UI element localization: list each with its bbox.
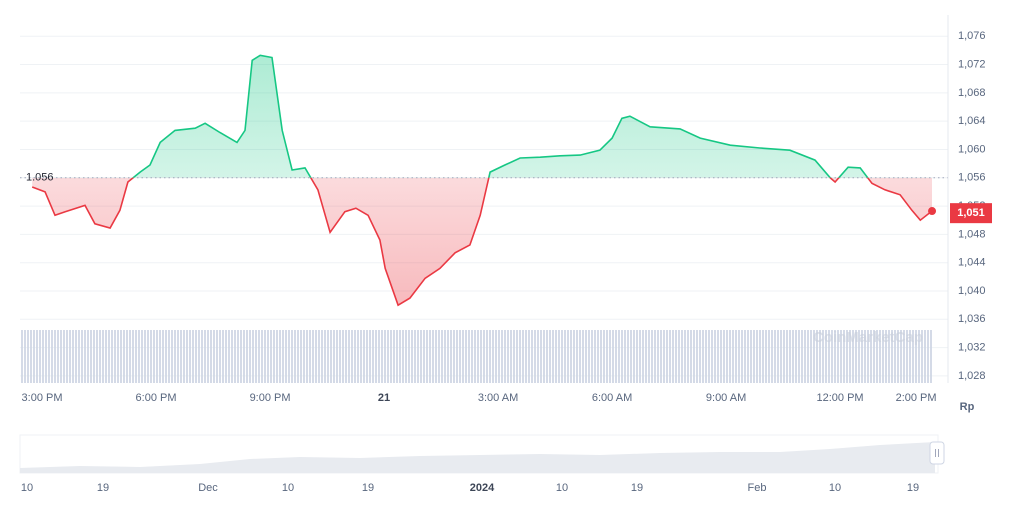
area-down xyxy=(32,177,932,306)
x-tick-label: 2:00 PM xyxy=(896,392,937,404)
y-tick-label: 1,040 xyxy=(958,285,986,297)
y-tick-label: 1,072 xyxy=(958,58,986,70)
x-tick-label: 9:00 AM xyxy=(706,392,746,404)
navigator-label: 19 xyxy=(631,482,643,494)
y-tick-label: 1,032 xyxy=(958,342,986,354)
price-line-up xyxy=(131,54,869,178)
navigator-label: 10 xyxy=(556,482,568,494)
x-tick-label: 3:00 PM xyxy=(22,392,63,404)
navigator-handle[interactable] xyxy=(929,441,945,465)
navigator-label: Dec xyxy=(198,482,218,494)
y-tick-label: 1,048 xyxy=(958,228,986,240)
x-tick-label: 3:00 AM xyxy=(478,392,518,404)
navigator-label: 19 xyxy=(907,482,919,494)
x-tick-label: 6:00 AM xyxy=(592,392,632,404)
watermark: CoinMarketCap xyxy=(813,329,923,346)
current-price-box xyxy=(950,203,992,224)
price-line-down xyxy=(31,177,933,307)
x-tick-label: 9:00 PM xyxy=(250,392,291,404)
navigator-label: 10 xyxy=(829,482,841,494)
y-tick-label: 1,068 xyxy=(958,87,986,99)
navigator-label: 19 xyxy=(97,482,109,494)
y-tick-label: 1,028 xyxy=(958,370,986,382)
baseline-label: 1.056 xyxy=(26,172,54,184)
y-tick-label: 1,076 xyxy=(958,30,986,42)
volume-bars xyxy=(20,330,932,383)
navigator-label: Feb xyxy=(748,482,767,494)
y-axis-label: Rp xyxy=(960,401,975,413)
navigator-label: 10 xyxy=(21,482,33,494)
navigator-area xyxy=(20,442,935,473)
navigator-label: 10 xyxy=(282,482,294,494)
y-tick-label: 1,064 xyxy=(958,115,986,127)
y-tick-label: 1,044 xyxy=(958,257,986,269)
area-up xyxy=(32,55,932,178)
x-tick-label: 6:00 PM xyxy=(136,392,177,404)
y-tick-label: 1,056 xyxy=(958,172,986,184)
y-tick-label: 1,060 xyxy=(958,143,986,155)
navigator-label: 19 xyxy=(362,482,374,494)
current-price-label: 1,051 xyxy=(957,207,985,219)
x-tick-label: 21 xyxy=(378,392,390,404)
x-tick-label: 12:00 PM xyxy=(817,392,864,404)
y-tick-label: 1,036 xyxy=(958,313,986,325)
navigator-label: 2024 xyxy=(470,482,495,494)
last-point xyxy=(928,207,937,216)
